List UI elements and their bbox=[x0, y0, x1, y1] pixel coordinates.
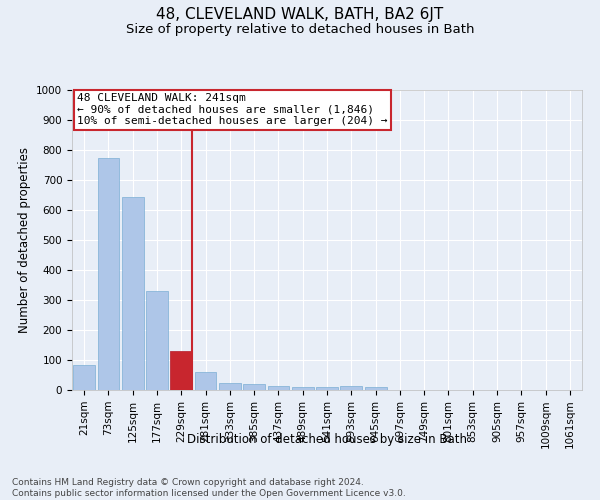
Y-axis label: Number of detached properties: Number of detached properties bbox=[17, 147, 31, 333]
Bar bbox=[122, 196, 143, 390]
Text: Contains HM Land Registry data © Crown copyright and database right 2024.
Contai: Contains HM Land Registry data © Crown c… bbox=[12, 478, 406, 498]
Bar bbox=[316, 387, 338, 390]
Bar bbox=[340, 386, 362, 390]
Bar bbox=[97, 158, 119, 390]
Text: 48, CLEVELAND WALK, BATH, BA2 6JT: 48, CLEVELAND WALK, BATH, BA2 6JT bbox=[157, 8, 443, 22]
Bar bbox=[146, 291, 168, 390]
Bar bbox=[365, 387, 386, 390]
Text: Size of property relative to detached houses in Bath: Size of property relative to detached ho… bbox=[126, 22, 474, 36]
Bar bbox=[170, 351, 192, 390]
Bar bbox=[170, 351, 192, 390]
Bar bbox=[219, 382, 241, 390]
Bar bbox=[268, 386, 289, 390]
Bar bbox=[292, 387, 314, 390]
Text: 48 CLEVELAND WALK: 241sqm
← 90% of detached houses are smaller (1,846)
10% of se: 48 CLEVELAND WALK: 241sqm ← 90% of detac… bbox=[77, 93, 388, 126]
Text: Distribution of detached houses by size in Bath: Distribution of detached houses by size … bbox=[187, 432, 467, 446]
Bar bbox=[243, 384, 265, 390]
Bar bbox=[194, 372, 217, 390]
Bar bbox=[73, 364, 95, 390]
